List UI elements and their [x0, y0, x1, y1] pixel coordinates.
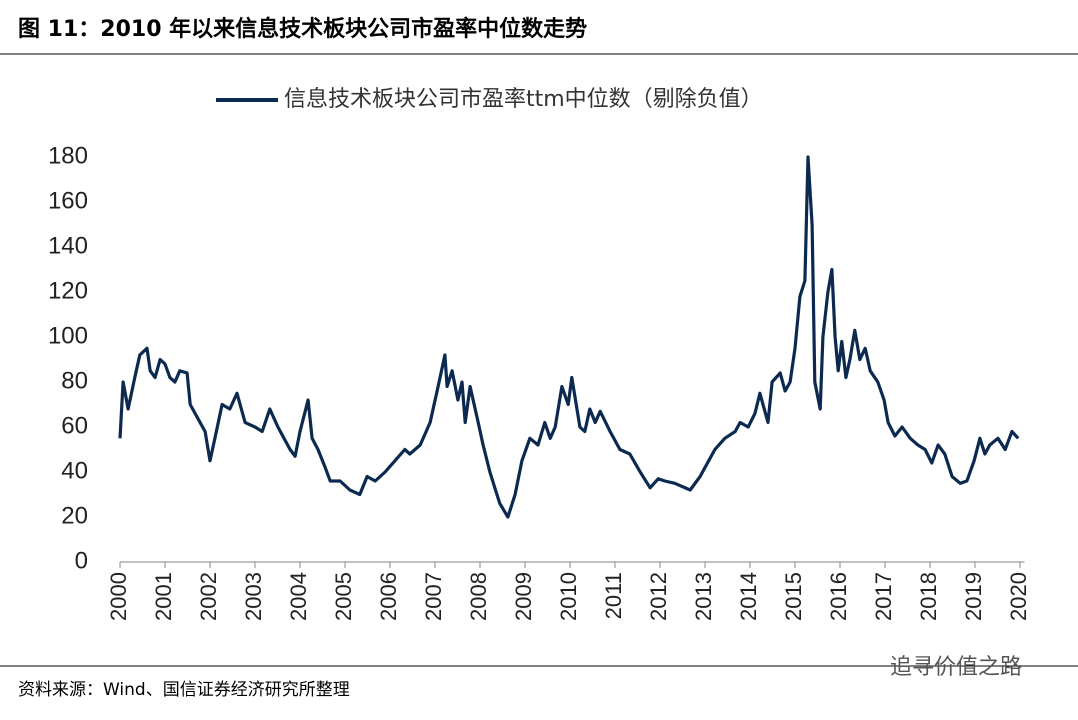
y-tick-label: 180 [48, 142, 88, 169]
x-tick-label: 2014 [736, 572, 761, 621]
x-tick-label: 2012 [646, 572, 671, 621]
y-tick-label: 40 [61, 457, 88, 484]
source-note: 资料来源：Wind、国信证券经济研究所整理 [18, 680, 350, 700]
y-tick-label: 60 [61, 412, 88, 439]
x-tick-label: 2018 [916, 572, 941, 621]
x-tick-label: 2013 [691, 572, 716, 621]
x-tick-label: 2000 [106, 572, 131, 621]
x-tick-label: 2020 [1006, 572, 1031, 621]
y-tick-label: 160 [48, 187, 88, 214]
x-tick-label: 2011 [601, 572, 626, 619]
x-tick-label: 2017 [871, 572, 896, 621]
x-tick-label: 2008 [466, 572, 491, 621]
chart-title: 图 11：2010 年以来信息技术板块公司市盈率中位数走势 [18, 16, 587, 42]
y-tick-label: 100 [48, 322, 88, 349]
x-tick-label: 2003 [241, 572, 266, 621]
x-tick-label: 2010 [556, 572, 581, 621]
y-tick-label: 0 [75, 547, 88, 574]
x-tick-label: 2007 [421, 572, 446, 621]
y-tick-label: 20 [61, 502, 88, 529]
x-tick-label: 2015 [781, 572, 806, 621]
x-tick-label: 2005 [331, 572, 356, 621]
data-line [118, 155, 1020, 519]
x-tick-label: 2006 [376, 572, 401, 621]
watermark: 追寻价值之路 [890, 655, 1022, 680]
x-tick-label: 2004 [286, 572, 311, 621]
x-tick-label: 2001 [151, 572, 176, 621]
x-tick-label: 2009 [511, 572, 536, 621]
x-tick-label: 2016 [826, 572, 851, 621]
y-tick-label: 120 [48, 277, 88, 304]
y-tick-label: 140 [48, 232, 88, 259]
y-tick-label: 80 [61, 367, 88, 394]
legend-label: 信息技术板块公司市盈率ttm中位数（剔除负值） [284, 87, 763, 112]
x-tick-label: 2019 [961, 572, 986, 621]
x-tick-label: 2002 [196, 572, 221, 621]
